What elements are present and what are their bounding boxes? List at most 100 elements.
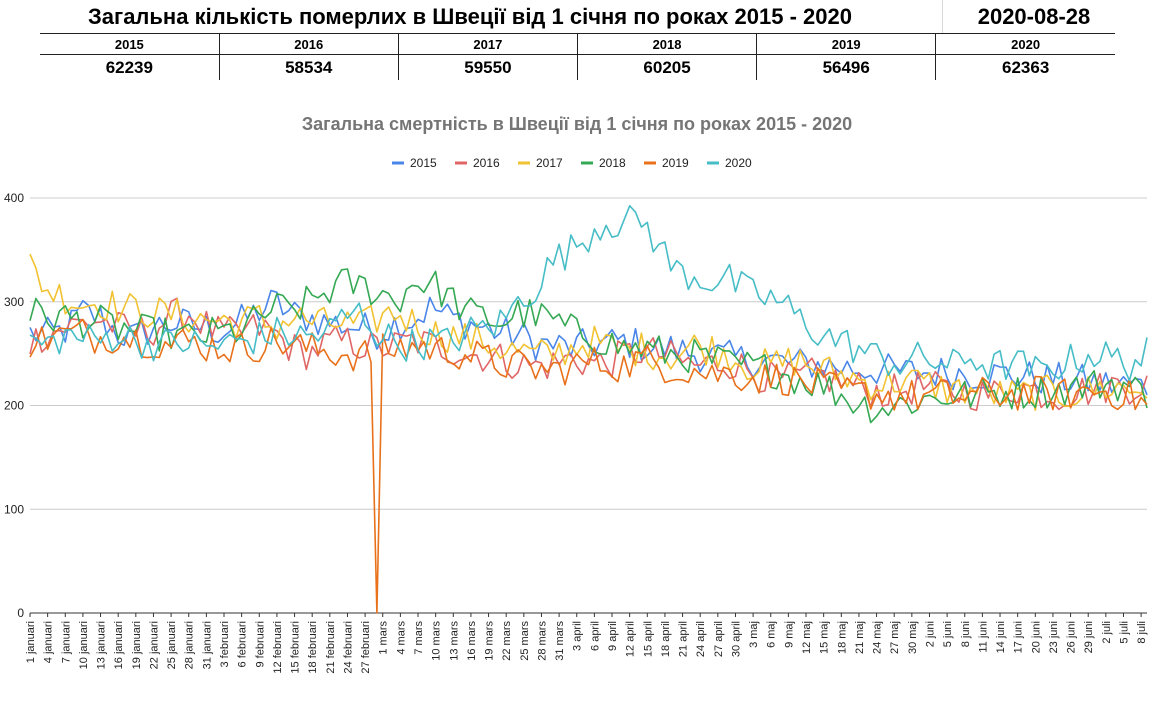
x-tick-label: 18 februari	[307, 621, 319, 674]
chart-grid	[30, 197, 1147, 614]
x-tick-label: 28 mars	[536, 621, 548, 661]
x-tick-label: 31 januari	[201, 621, 213, 669]
x-tick-label: 8 juni	[960, 621, 972, 647]
year-cell: 2020	[935, 33, 1115, 55]
year-cell: 2017	[397, 33, 578, 55]
x-tick-label: 13 januari	[96, 621, 108, 669]
x-tick-label: 3 februari	[219, 621, 231, 667]
y-tick-label: 400	[4, 191, 24, 205]
legend-label: 2015	[410, 156, 437, 170]
legend-item-2020: 2020	[707, 156, 752, 170]
legend-label: 2018	[599, 156, 626, 170]
total-value-cell: 59550	[397, 54, 578, 80]
x-tick-label: 9 april	[607, 621, 619, 651]
year-cell: 2015	[40, 33, 220, 55]
series-line-2019	[29, 318, 1148, 614]
x-tick-label: 21 maj	[854, 621, 866, 654]
x-tick-label: 2 juli	[1101, 621, 1113, 644]
x-tick-label: 16 mars	[466, 621, 478, 661]
x-tick-label: 13 mars	[448, 621, 460, 661]
y-tick-label: 100	[4, 502, 24, 516]
x-tick-label: 18 april	[660, 621, 672, 657]
x-tick-label: 17 juni	[1013, 621, 1025, 653]
x-tick-label: 24 februari	[342, 621, 354, 674]
x-tick-label: 15 februari	[290, 621, 302, 674]
x-tick-label: 25 januari	[166, 621, 178, 669]
x-tick-label: 9 maj	[783, 621, 795, 648]
x-tick-label: 7 januari	[60, 621, 72, 663]
chart-title: Загальна смертність в Швеції від 1 січня…	[302, 114, 852, 134]
x-tick-label: 30 maj	[907, 621, 919, 654]
x-tick-label: 4 januari	[43, 621, 55, 663]
x-tick-label: 22 mars	[501, 621, 513, 661]
x-tick-label: 5 juni	[942, 621, 954, 647]
x-tick-label: 12 april	[625, 621, 637, 657]
legend-item-2015: 2015	[392, 156, 437, 170]
legend-label: 2019	[662, 156, 689, 170]
x-tick-label: 12 februari	[272, 621, 284, 674]
x-tick-label: 16 januari	[113, 621, 125, 669]
total-value-cell: 56496	[756, 54, 936, 80]
x-tick-label: 19 januari	[131, 621, 143, 669]
x-tick-label: 18 maj	[836, 621, 848, 654]
x-tick-label: 1 mars	[378, 621, 390, 655]
legend-item-2017: 2017	[518, 156, 563, 170]
x-tick-label: 27 april	[713, 621, 725, 657]
x-tick-label: 15 april	[642, 621, 654, 657]
x-axis: 1 januari 4 januari 7 januari 10 januari 13 …	[25, 613, 1148, 674]
header-date: 2020-08-28	[977, 4, 1091, 29]
x-tick-label: 24 maj	[872, 621, 884, 654]
x-tick-label: 6 februari	[237, 621, 249, 667]
x-tick-label: 3 maj	[748, 621, 760, 648]
x-tick-label: 6 maj	[766, 621, 778, 648]
x-tick-label: 7 mars	[413, 621, 425, 655]
mortality-line-chart: Загальна смертність в Швеції від 1 січня…	[4, 114, 1148, 674]
x-tick-label: 1 januari	[25, 621, 37, 663]
x-tick-label: 11 juni	[977, 621, 989, 653]
x-tick-label: 22 januari	[148, 621, 160, 669]
x-tick-label: 26 juni	[1066, 621, 1078, 653]
x-tick-label: 23 juni	[1048, 621, 1060, 653]
x-tick-label: 2 juni	[924, 621, 936, 647]
totals-table: 2015 2016 2017 2018 2019 2020 62239 5853…	[40, 33, 1115, 80]
legend-label: 2017	[536, 156, 563, 170]
y-tick-label: 200	[4, 399, 24, 413]
series-line-2016	[29, 297, 1148, 412]
x-tick-label: 25 mars	[519, 621, 531, 661]
x-tick-label: 8 juli	[1136, 621, 1148, 644]
x-tick-label: 31 mars	[554, 621, 566, 661]
total-value-cell: 58534	[218, 54, 399, 80]
legend-item-2016: 2016	[455, 156, 500, 170]
x-tick-label: 28 januari	[184, 621, 196, 669]
legend-label: 2016	[473, 156, 500, 170]
x-tick-label: 27 februari	[360, 621, 372, 674]
year-cell: 2018	[576, 33, 757, 55]
totals-years-row: 2015 2016 2017 2018 2019 2020	[40, 33, 1115, 55]
totals-values-row: 62239 58534 59550 60205 56496 62363	[40, 54, 1115, 80]
x-tick-label: 27 maj	[889, 621, 901, 654]
x-tick-label: 12 maj	[801, 621, 813, 654]
x-tick-label: 3 april	[572, 621, 584, 651]
series-line-2017	[29, 253, 1148, 412]
chart-series	[29, 205, 1148, 614]
y-tick-label: 300	[4, 295, 24, 309]
total-value-cell: 62363	[935, 54, 1115, 80]
y-axis: 0 100 200 300 400	[4, 191, 24, 620]
x-tick-label: 30 april	[730, 621, 742, 657]
x-tick-label: 21 april	[678, 621, 690, 657]
total-value-cell: 62239	[105, 57, 153, 77]
x-tick-label: 15 maj	[819, 621, 831, 654]
legend-item-2019: 2019	[644, 156, 689, 170]
x-tick-label: 10 mars	[431, 621, 443, 661]
x-tick-label: 14 juni	[995, 621, 1007, 653]
year-cell: 2019	[756, 33, 936, 55]
series-line-2018	[29, 268, 1148, 424]
series-line-2015	[29, 289, 1148, 396]
header-divider	[942, 0, 943, 33]
year-cell: 2016	[218, 33, 399, 55]
x-tick-label: 19 mars	[484, 621, 496, 661]
x-tick-label: 21 februari	[325, 621, 337, 674]
y-tick-label: 0	[17, 606, 24, 620]
x-tick-label: 20 juni	[1030, 621, 1042, 653]
x-tick-label: 4 mars	[395, 621, 407, 655]
